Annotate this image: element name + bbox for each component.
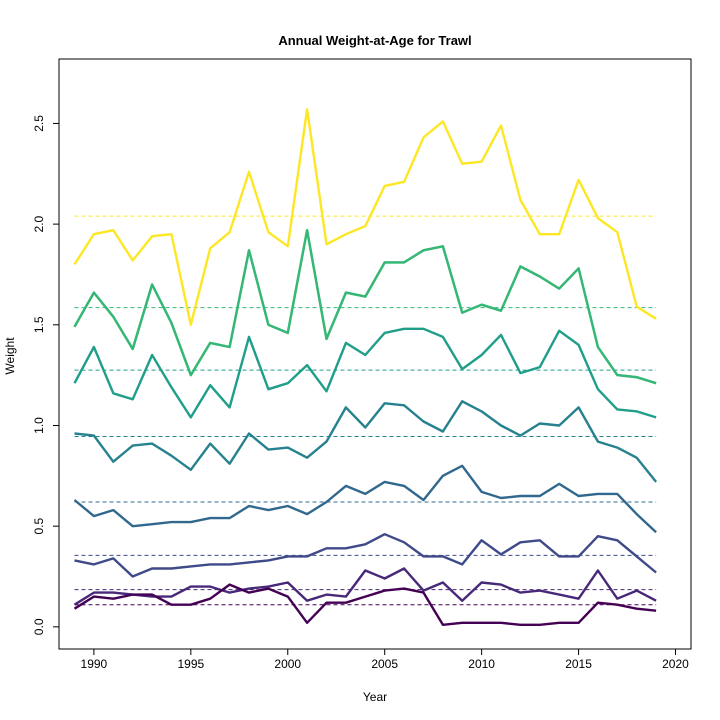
x-axis-label: Year	[363, 690, 387, 704]
y-axis: 0.0 0.5 1.0 1.5 2.0 2.5	[32, 115, 60, 635]
y-tick-label: 0.0	[32, 618, 46, 635]
mean-lines	[74, 215, 657, 606]
series-line-7	[73, 228, 657, 385]
x-tick-label: 1990	[81, 657, 108, 671]
x-tick-label: 1995	[177, 657, 204, 671]
x-tick-label: 2000	[274, 657, 301, 671]
series-line-6	[73, 327, 657, 419]
series-line-3	[74, 533, 657, 578]
series-line-9	[73, 108, 657, 326]
y-tick-label: 0.5	[32, 518, 46, 535]
series-line-1	[73, 583, 657, 626]
y-tick-label: 1.0	[32, 417, 46, 434]
series-line-5	[74, 400, 658, 483]
x-tick-label: 2020	[662, 657, 689, 671]
y-tick-label: 2.5	[32, 115, 46, 132]
x-axis: 1990 1995 2000 2005 2010 2015 2020	[81, 648, 689, 671]
series-lines	[73, 108, 658, 626]
y-tick-label: 1.5	[32, 316, 46, 333]
y-axis-label: Weight	[3, 337, 17, 375]
x-tick-label: 2015	[565, 657, 592, 671]
series-line-4	[73, 464, 657, 534]
chart-title: Annual Weight-at-Age for Trawl	[278, 33, 471, 48]
plot-frame	[58, 58, 692, 650]
x-tick-label: 2010	[468, 657, 495, 671]
y-tick-label: 2.0	[32, 215, 46, 232]
series-line-8	[73, 228, 657, 385]
x-tick-label: 2005	[371, 657, 398, 671]
series-line-2	[73, 567, 657, 606]
